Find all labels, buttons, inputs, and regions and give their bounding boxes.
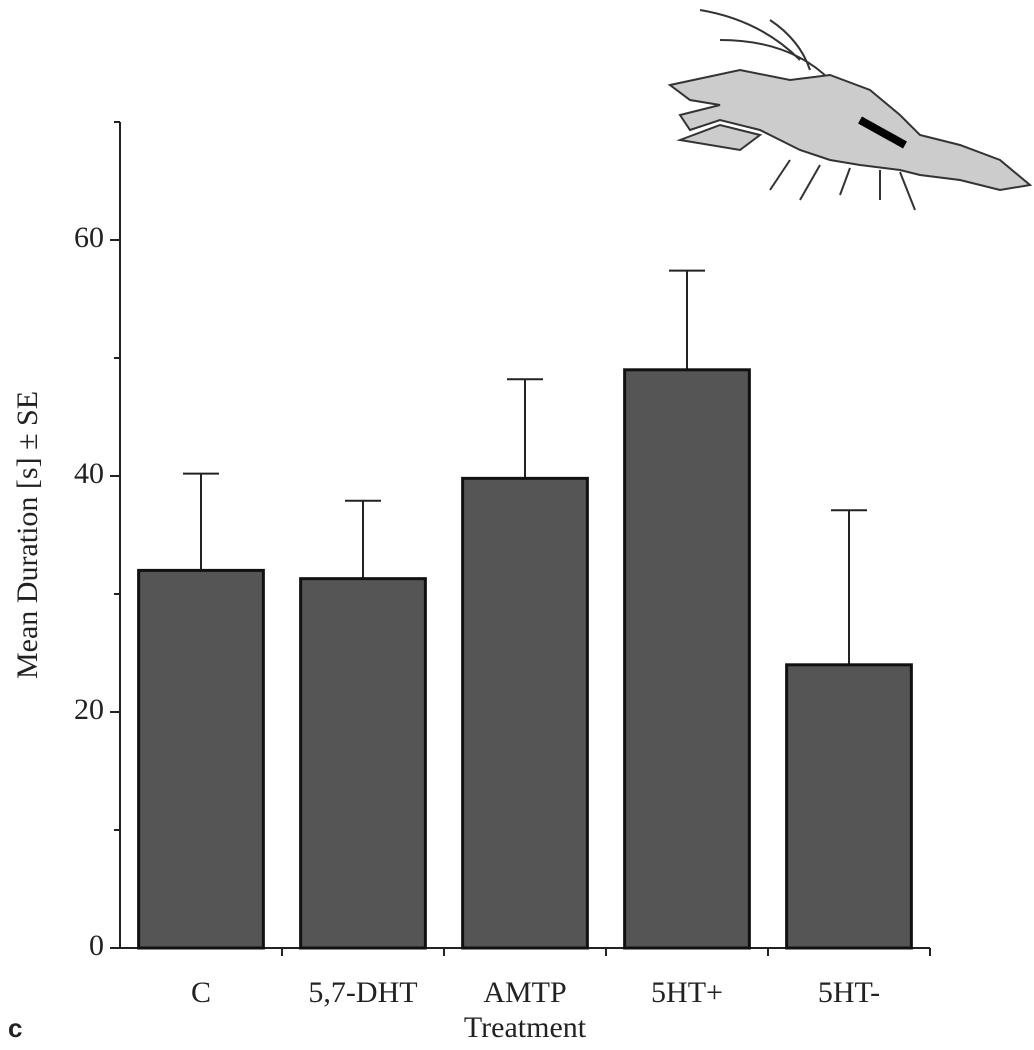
y-tick-label: 60: [74, 221, 104, 254]
crayfish-illustration: [667, 9, 1033, 211]
y-tick-label: 40: [74, 457, 104, 490]
bar: [299, 577, 427, 950]
x-tick-label: 5,7-DHT: [308, 976, 417, 1009]
panel-label: c: [8, 1013, 22, 1043]
y-tick-label: 20: [74, 693, 104, 726]
bar: [785, 663, 913, 950]
x-tick-label: 5HT-: [818, 976, 880, 1009]
bar: [461, 476, 589, 950]
x-tick-label: C: [191, 976, 211, 1009]
x-tick-label: AMTP: [483, 976, 566, 1009]
x-axis-label: Treatment: [464, 1011, 587, 1044]
y-axis-label: Mean Duration [s] ± SE: [11, 391, 44, 679]
x-tick-label: 5HT+: [651, 976, 723, 1009]
bar: [623, 368, 751, 950]
y-tick-label: 0: [89, 929, 104, 962]
bar: [137, 568, 265, 950]
